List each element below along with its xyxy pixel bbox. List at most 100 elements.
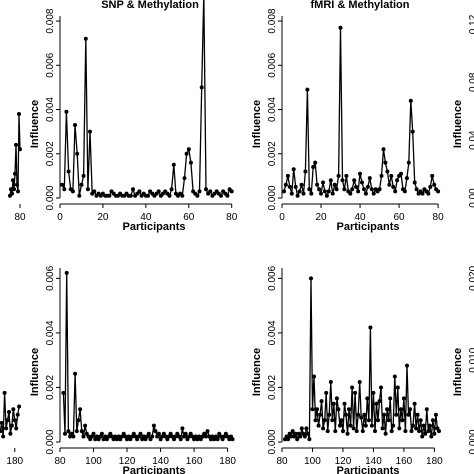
y-tick-label: 0.004 xyxy=(45,97,56,122)
data-point xyxy=(303,169,308,174)
x-tick-label: 40 xyxy=(354,212,366,223)
data-point xyxy=(151,423,156,428)
data-point xyxy=(420,434,425,439)
series-line xyxy=(284,278,440,442)
data-point xyxy=(363,191,368,196)
data-point xyxy=(428,184,433,189)
data-point xyxy=(169,187,174,192)
y-tick-label: 0.000 xyxy=(45,429,56,454)
x-tick-label: 60 xyxy=(394,212,406,223)
data-point xyxy=(352,178,357,183)
data-point xyxy=(394,412,399,417)
data-point xyxy=(408,98,413,103)
data-point xyxy=(382,412,387,417)
data-point xyxy=(322,189,327,194)
series-line xyxy=(62,272,234,442)
y-tick-label: 0.008 xyxy=(45,8,56,33)
data-point xyxy=(330,418,335,423)
data-point xyxy=(429,434,434,439)
data-point xyxy=(336,173,341,178)
data-point xyxy=(350,385,355,390)
data-point xyxy=(180,426,185,431)
data-point xyxy=(199,85,204,90)
data-point xyxy=(131,187,135,192)
data-point xyxy=(285,173,290,178)
data-point xyxy=(83,423,88,428)
data-point xyxy=(156,431,161,436)
data-point xyxy=(302,434,307,439)
data-point xyxy=(420,191,425,196)
data-point xyxy=(379,385,383,390)
data-point xyxy=(219,193,223,198)
data-point xyxy=(0,420,4,425)
y-tick-label: 0.002 xyxy=(45,141,56,166)
data-point xyxy=(324,390,329,395)
data-point xyxy=(309,276,313,281)
data-point xyxy=(344,412,348,417)
data-point xyxy=(283,182,288,187)
data-point xyxy=(182,176,187,181)
data-point xyxy=(309,191,314,196)
y-tick-label: 0.006 xyxy=(45,265,56,290)
data-point xyxy=(353,390,358,395)
data-point xyxy=(327,412,332,417)
data-point xyxy=(313,160,318,165)
data-point xyxy=(301,191,306,196)
data-point xyxy=(402,189,407,194)
data-point xyxy=(406,412,411,417)
data-point xyxy=(333,429,338,434)
data-point xyxy=(401,396,406,401)
data-point xyxy=(350,187,355,192)
data-point xyxy=(137,189,142,194)
data-point xyxy=(412,180,417,185)
data-point xyxy=(374,401,379,406)
data-point xyxy=(305,87,310,92)
data-point xyxy=(337,423,342,428)
chart-panel-right-top-partial: 0.00 0.04 0.08 0.12 Influence xyxy=(452,14,474,207)
y-axis-label: Influence xyxy=(29,100,41,148)
data-point xyxy=(412,401,417,406)
data-point xyxy=(78,407,83,412)
data-point xyxy=(325,429,330,434)
data-point xyxy=(73,371,78,376)
data-point xyxy=(388,396,393,401)
data-point xyxy=(408,407,412,412)
chart-panel-snp-methylation-top: 0 20 40 60 80 0.000 0.002 0.004 0.006 0.008 SNP & … xyxy=(29,0,238,233)
data-point xyxy=(73,123,77,127)
data-point xyxy=(92,189,97,194)
data-point xyxy=(391,184,396,189)
data-point xyxy=(66,429,71,434)
data-point xyxy=(340,178,345,183)
y-axis-label: Influence xyxy=(452,348,464,396)
data-point xyxy=(17,112,21,116)
data-point xyxy=(391,423,396,428)
data-point xyxy=(299,426,304,431)
data-point xyxy=(99,431,104,436)
data-point xyxy=(298,434,303,439)
data-point xyxy=(387,182,392,187)
data-point xyxy=(331,401,336,406)
series-line xyxy=(61,0,233,198)
data-point xyxy=(81,434,86,439)
data-point xyxy=(411,423,415,428)
y-tick-label: 0.020 xyxy=(468,265,474,290)
data-point xyxy=(371,191,376,196)
data-point xyxy=(171,162,176,167)
y-axis-label: Influence xyxy=(251,348,263,396)
data-point xyxy=(316,423,321,428)
data-point xyxy=(305,431,310,436)
data-point xyxy=(404,176,409,181)
data-point xyxy=(322,418,327,423)
data-point xyxy=(324,193,329,198)
x-axis-label: Participants xyxy=(337,221,400,233)
data-point xyxy=(342,187,347,192)
data-point xyxy=(0,429,3,434)
data-point xyxy=(9,423,14,428)
y-tick-label: 0.004 xyxy=(267,320,278,345)
data-point xyxy=(432,431,437,436)
data-point xyxy=(61,390,66,395)
data-point xyxy=(426,429,431,434)
data-point xyxy=(307,187,312,192)
data-point xyxy=(403,429,408,434)
data-point xyxy=(405,363,409,368)
